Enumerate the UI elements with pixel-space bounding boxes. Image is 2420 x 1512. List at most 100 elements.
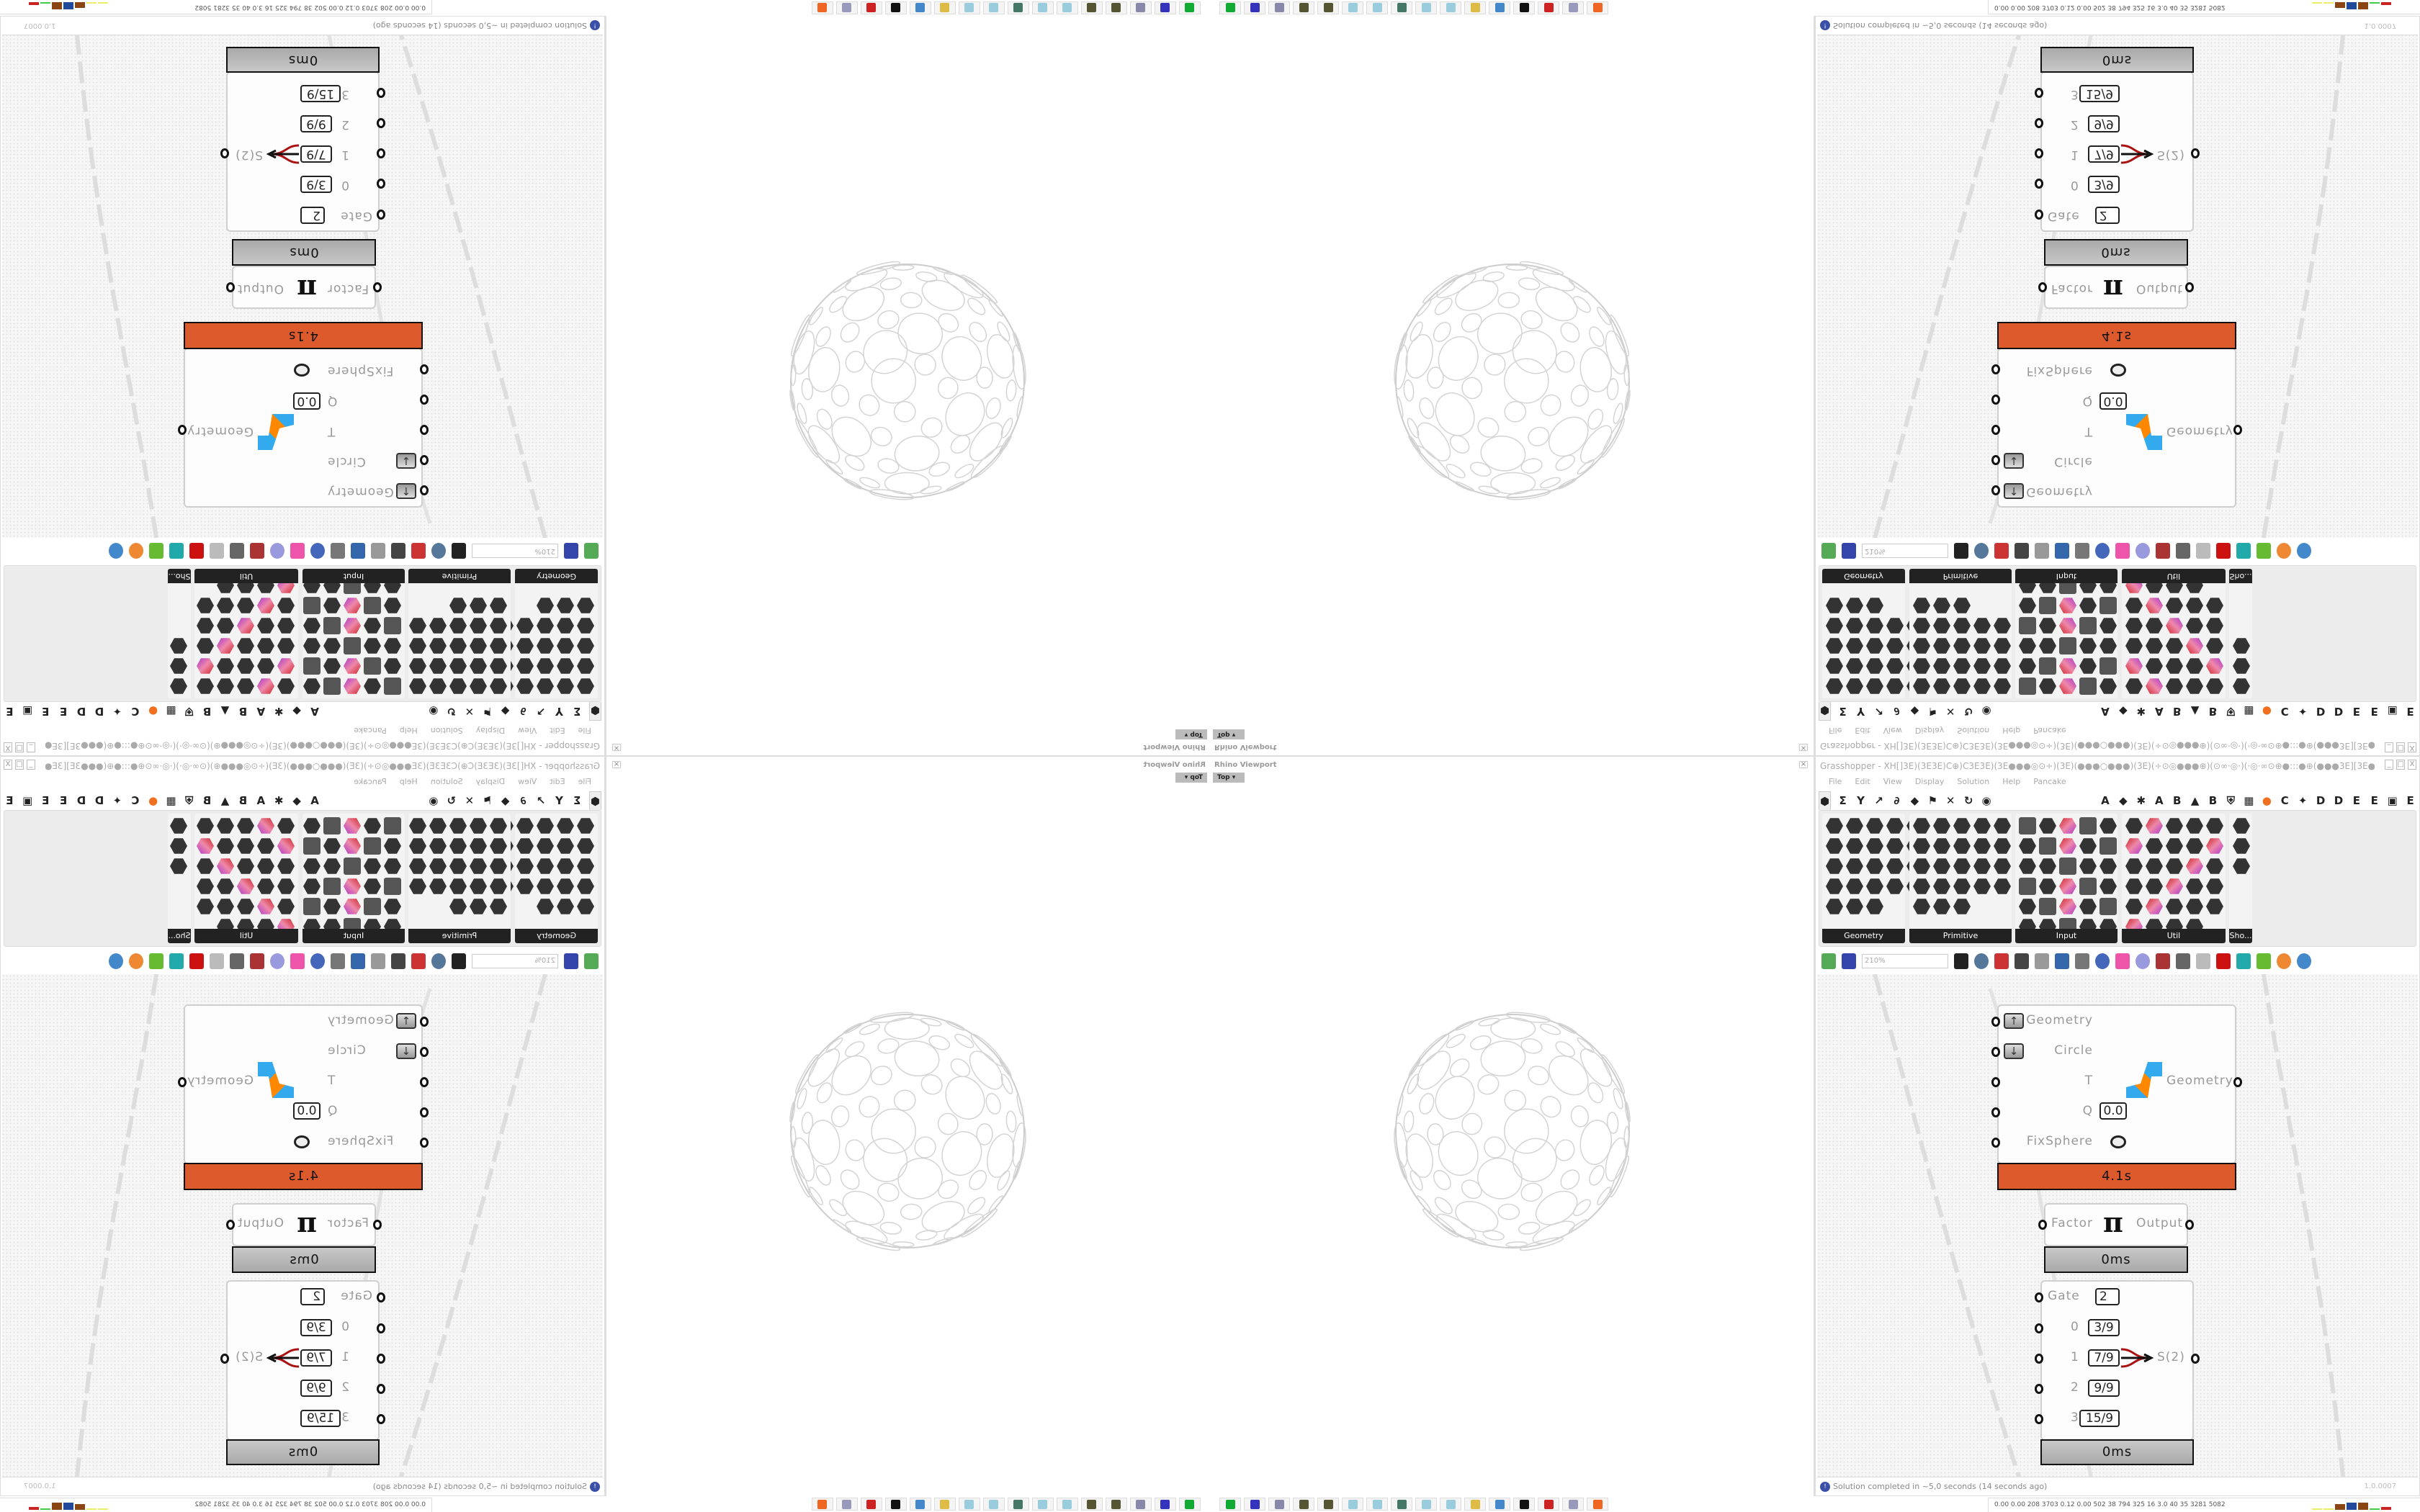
component-icon[interactable] (1886, 858, 1904, 874)
component-icon[interactable] (1953, 637, 1971, 654)
component-icon[interactable] (2233, 657, 2250, 675)
component-icon[interactable] (344, 858, 361, 875)
component-icon[interactable] (557, 898, 574, 915)
component-icon[interactable] (1846, 657, 1863, 675)
menu-solution[interactable]: Solution (430, 777, 463, 786)
kangaroo-solver-component[interactable]: ↑ ↓ Geometry Circle T Q 0.0 FixSphere Ge… (178, 1004, 429, 1164)
arrow-down-icon[interactable]: ↓ (2004, 1043, 2024, 1059)
component-icon[interactable] (2079, 657, 2097, 675)
component-icon[interactable] (364, 858, 381, 875)
component-icon[interactable] (409, 858, 426, 875)
tab-icon[interactable]: D (76, 705, 86, 718)
material-icon[interactable] (2236, 543, 2251, 559)
component-icon[interactable] (2059, 617, 2076, 634)
taskbar-remote-desktop[interactable] (1489, 1498, 1510, 1511)
tab-icon[interactable]: ◆ (292, 705, 301, 718)
panel-label[interactable]: Geometry (1822, 569, 1905, 583)
taskbar-notepad[interactable] (1415, 1, 1437, 14)
stream-input-value[interactable]: 7/9 (2088, 1349, 2120, 1367)
taskbar-folder[interactable] (1464, 1498, 1486, 1511)
toggle-circle-icon[interactable] (2110, 1135, 2126, 1148)
gate-value[interactable]: 2 (300, 207, 325, 224)
component-icon[interactable] (2079, 817, 2097, 834)
tab-icon[interactable]: B (2208, 705, 2218, 718)
component-icon[interactable] (449, 898, 467, 915)
component-icon[interactable] (1846, 597, 1863, 614)
component-icon[interactable] (1953, 878, 1971, 894)
component-icon[interactable] (1913, 818, 1930, 834)
component-icon[interactable] (470, 597, 487, 614)
component-icon[interactable] (490, 837, 507, 855)
component-icon[interactable] (257, 858, 274, 875)
taskbar-gear-dark[interactable] (1293, 1498, 1314, 1511)
component-icon[interactable] (1973, 878, 1991, 894)
tab-icon[interactable]: ↗ (1874, 794, 1883, 807)
taskbar-notepad[interactable] (1032, 1498, 1054, 1511)
mesh-icon[interactable] (149, 953, 163, 969)
component-icon[interactable] (2019, 858, 2036, 874)
panel-label[interactable]: Util (2122, 929, 2226, 943)
component-icon[interactable] (384, 597, 401, 614)
component-icon[interactable] (537, 837, 554, 855)
component-icon[interactable] (557, 858, 574, 875)
panel-label[interactable]: Input (302, 929, 405, 943)
panel-label[interactable]: Sho... (168, 569, 191, 583)
input-port[interactable] (373, 1220, 382, 1230)
component-icon[interactable] (1866, 818, 1883, 834)
component-icon[interactable] (2233, 678, 2250, 695)
taskbar-gear-dark[interactable] (1081, 1498, 1103, 1511)
component-icon[interactable] (537, 617, 554, 634)
taskbar-firefox[interactable] (812, 1498, 833, 1511)
component-icon[interactable] (516, 837, 534, 855)
taskbar-save-64[interactable] (1155, 1, 1176, 14)
output-port[interactable] (178, 1077, 187, 1087)
render-icon[interactable] (2277, 953, 2291, 969)
component-icon[interactable] (1866, 838, 1883, 854)
zoom-extents-icon[interactable] (452, 543, 466, 559)
component-icon[interactable] (257, 597, 274, 614)
tab-icon[interactable]: E (2406, 794, 2414, 807)
component-icon[interactable] (2039, 858, 2056, 874)
input-port[interactable] (377, 88, 385, 98)
tab-icon[interactable]: C (2280, 705, 2289, 718)
component-icon[interactable] (344, 898, 361, 915)
component-icon[interactable] (1973, 678, 1991, 695)
component-icon[interactable] (516, 657, 534, 675)
component-icon[interactable] (1846, 637, 1863, 654)
component-icon[interactable] (323, 597, 341, 614)
tab-icon[interactable]: ◉ (1981, 705, 1991, 718)
tab-icon[interactable]: E (60, 705, 68, 718)
component-icon[interactable] (2186, 858, 2203, 874)
component-icon[interactable] (364, 837, 381, 855)
component-icon[interactable] (1826, 617, 1843, 634)
panel-label[interactable]: Sho... (2229, 569, 2252, 583)
preview-selected-icon[interactable] (2216, 543, 2231, 559)
input-port[interactable] (2035, 1323, 2043, 1333)
component-icon[interactable] (2166, 678, 2183, 695)
tab-icon[interactable]: D (2316, 794, 2326, 807)
tab-icon[interactable]: ◆ (501, 705, 510, 718)
component-icon[interactable] (2186, 597, 2203, 614)
taskbar-notepad[interactable] (1440, 1, 1461, 14)
toggle-circle-icon[interactable] (2110, 364, 2126, 377)
component-icon[interactable] (537, 678, 554, 695)
input-port[interactable] (420, 455, 429, 465)
component-icon[interactable] (470, 898, 487, 915)
input-port[interactable] (2038, 1220, 2047, 1230)
maximize-button[interactable]: □ (2396, 760, 2405, 770)
component-icon[interactable] (577, 898, 594, 915)
component-icon[interactable] (1913, 637, 1930, 654)
component-icon[interactable] (384, 837, 401, 855)
tab-icon[interactable]: ◆ (2119, 705, 2128, 718)
component-icon[interactable] (1994, 617, 2011, 634)
component-icon[interactable] (237, 637, 254, 654)
minimize-button[interactable]: _ (27, 760, 35, 770)
component-icon[interactable] (344, 837, 361, 855)
tab-icon[interactable]: A (310, 705, 319, 718)
tab-icon[interactable]: ∂ (520, 794, 526, 807)
cluster-icon[interactable] (2015, 543, 2029, 559)
tab-icon[interactable]: Y (555, 705, 563, 718)
stream-input-value[interactable]: 3/9 (300, 1319, 332, 1336)
close-icon[interactable]: × (1799, 760, 1808, 768)
tab-icon[interactable]: ▣ (22, 794, 33, 807)
